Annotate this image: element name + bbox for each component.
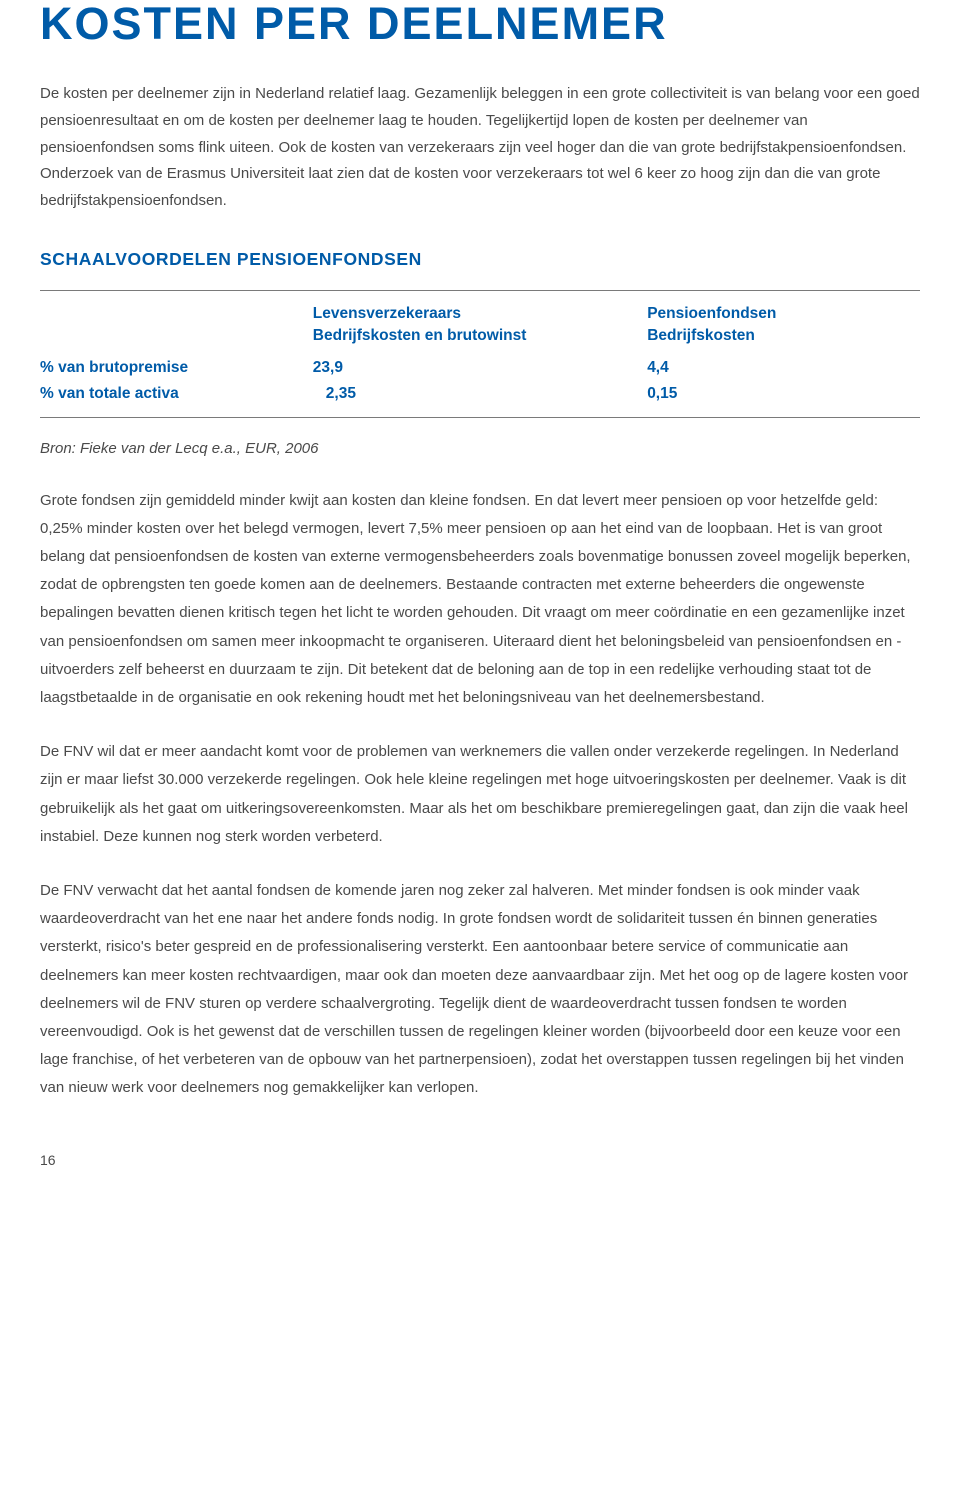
table-header-empty xyxy=(40,291,313,327)
body-paragraph-2: De FNV wil dat er meer aandacht komt voo… xyxy=(40,738,920,851)
table-row: % van brutopremise 23,9 4,4 xyxy=(40,355,920,381)
table-subheader-bedrijfskosten: Bedrijfskosten xyxy=(647,327,920,355)
schaalvoordelen-table: Levensverzekeraars Pensioenfondsen Bedri… xyxy=(40,290,920,418)
table-subheader-empty xyxy=(40,327,313,355)
row-label-brutopremise: % van brutopremise xyxy=(40,355,313,381)
table-subheader-bedrijfskosten-brutowinst: Bedrijfskosten en brutowinst xyxy=(313,327,647,355)
body-paragraph-3: De FNV verwacht dat het aantal fondsen d… xyxy=(40,877,920,1103)
cell-totale-activa-lev: 2,35 xyxy=(313,381,647,417)
table-header-levensverzekeraars: Levensverzekeraars xyxy=(313,291,647,327)
cell-brutopremise-pf: 4,4 xyxy=(647,355,920,381)
table-row: % van totale activa 2,35 0,15 xyxy=(40,381,920,417)
table-source: Bron: Fieke van der Lecq e.a., EUR, 2006 xyxy=(40,440,920,457)
table-header-pensioenfondsen: Pensioenfondsen xyxy=(647,291,920,327)
intro-paragraph: De kosten per deelnemer zijn in Nederlan… xyxy=(40,81,920,214)
section-heading-schaalvoordelen: SCHAALVOORDELEN PENSIOENFONDSEN xyxy=(40,249,920,270)
page-number: 16 xyxy=(40,1152,920,1168)
table-rule-bottom xyxy=(40,417,920,418)
body-paragraph-1: Grote fondsen zijn gemiddeld minder kwij… xyxy=(40,487,920,713)
cell-brutopremise-lev: 23,9 xyxy=(313,355,647,381)
page-title: KOSTEN PER DEELNEMER xyxy=(40,0,920,47)
row-label-totale-activa: % van totale activa xyxy=(40,381,313,417)
cell-totale-activa-pf: 0,15 xyxy=(647,381,920,417)
